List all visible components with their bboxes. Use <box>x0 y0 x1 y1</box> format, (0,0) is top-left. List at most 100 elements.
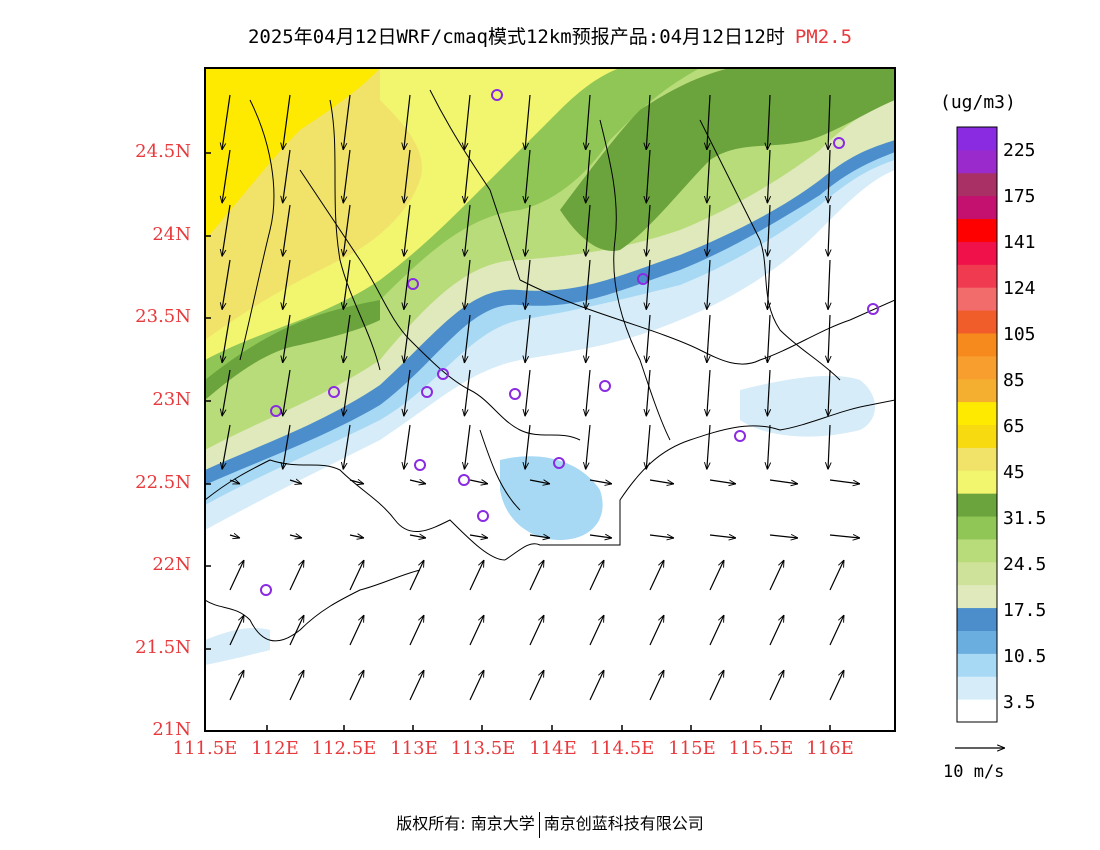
colorbar-swatch <box>957 424 997 448</box>
wind-arrow <box>222 259 231 310</box>
wind-arrow <box>769 670 785 701</box>
wind-arrow <box>343 259 351 310</box>
wind-arrow <box>707 204 711 257</box>
wind-arrow <box>829 670 845 701</box>
admin-boundaries <box>205 89 895 642</box>
footer-divider <box>538 811 540 838</box>
wind-arrow <box>343 369 351 416</box>
title-main: 2025年04月12日WRF/cmaq模式12km预报产品:04月12日12时 <box>247 26 785 48</box>
lon-tick-114-5: 114.5E <box>589 738 655 759</box>
wind-arrow <box>283 369 291 416</box>
wind-arrow <box>529 615 545 646</box>
wind-arrow <box>525 314 531 363</box>
lat-tick-22: 22N <box>152 554 191 575</box>
lat-tick-22-5: 22.5N <box>135 472 191 493</box>
wind-arrow <box>586 204 591 257</box>
lon-tick-114: 114E <box>529 738 577 759</box>
wind-arrow <box>409 535 426 538</box>
wind-arrow <box>464 314 471 363</box>
wind-arrow <box>404 369 411 416</box>
wind-arrow <box>404 204 411 257</box>
wind-arrow <box>767 424 770 470</box>
wind-arrow <box>529 535 550 538</box>
wind-arrow <box>409 480 426 484</box>
colorbar-label: 225 <box>1003 140 1036 161</box>
wind-arrow <box>769 535 798 538</box>
lon-tick-115-5: 115.5E <box>728 738 794 759</box>
colorbar-swatch <box>957 676 997 700</box>
colorbar-swatch <box>957 470 997 494</box>
wind-arrow <box>229 535 240 538</box>
map-frame <box>204 67 896 732</box>
wind-arrow <box>767 369 770 416</box>
wind-arrow <box>289 615 305 646</box>
wind-arrow <box>343 149 351 203</box>
wind-arrow <box>464 149 471 203</box>
wind-arrow <box>769 479 798 484</box>
wind-arrow <box>222 314 231 363</box>
wind-arrow <box>709 670 725 701</box>
wind-arrow <box>707 369 711 416</box>
colorbar-label: 65 <box>1003 416 1025 437</box>
wind-arrow <box>829 560 845 591</box>
colorbar-swatch <box>957 287 997 311</box>
colorbar-label: 124 <box>1003 278 1036 299</box>
wind-arrow <box>409 560 425 591</box>
colorbar-swatch <box>957 195 997 220</box>
wind-arrow <box>525 94 531 150</box>
wind-arrow <box>525 259 531 310</box>
wind-arrow <box>343 424 351 470</box>
wind-arrow <box>709 560 725 591</box>
wind-arrow <box>525 369 531 416</box>
wind-arrow <box>589 615 605 646</box>
wind-arrow <box>707 94 711 150</box>
colorbar-swatch <box>957 584 997 609</box>
wind-arrow <box>525 149 531 203</box>
wind-arrow <box>469 480 488 484</box>
lat-tick-21: 21N <box>152 719 191 740</box>
wind-arrow <box>229 615 245 646</box>
wind-arrow <box>646 369 651 416</box>
colorbar-swatch <box>957 127 997 151</box>
lat-tick-24-5: 24.5N <box>135 141 191 162</box>
colorbar-unit: (ug/m3) <box>940 92 1016 113</box>
wind-arrow <box>767 204 770 257</box>
wind-arrow <box>289 535 302 538</box>
title-species: PM2.5 <box>794 26 853 48</box>
wind-arrow <box>829 535 860 538</box>
colorbar-label: 17.5 <box>1003 600 1047 621</box>
wind-arrow <box>828 94 830 150</box>
wind-arrow <box>222 204 231 257</box>
band-dark-green <box>205 300 380 400</box>
wind-arrow <box>289 480 302 484</box>
band-green-north <box>560 68 895 251</box>
axis-ticks <box>204 152 831 732</box>
wind-arrow <box>707 259 711 310</box>
wind-arrow <box>283 149 291 203</box>
wind-arrow <box>529 670 545 701</box>
wind-arrow <box>707 149 711 203</box>
copyright-footer: 版权所有: 南京大学 南京创蓝科技有限公司 <box>0 810 1100 838</box>
colorbar-swatch <box>957 699 997 723</box>
wind-arrow <box>589 560 605 591</box>
wind-arrow <box>649 535 674 538</box>
wind-arrow <box>829 615 845 646</box>
patch-east-coast <box>740 375 875 437</box>
wind-arrow <box>646 204 651 257</box>
colorbar-frame <box>956 126 998 723</box>
wind-arrow <box>649 479 674 484</box>
wind-arrow <box>222 424 231 470</box>
colorbar <box>956 126 998 723</box>
wind-arrow <box>529 560 545 591</box>
colorbar-swatch <box>957 447 997 471</box>
wind-arrow <box>828 369 830 416</box>
wind-arrow <box>767 259 770 310</box>
lat-tick-23-5: 23.5N <box>135 306 191 327</box>
colorbar-label: 45 <box>1003 462 1025 483</box>
wind-arrow <box>646 94 651 150</box>
wind-arrow <box>283 204 291 257</box>
wind-arrow <box>222 369 231 416</box>
wind-arrow <box>649 670 665 701</box>
wind-arrow <box>589 480 612 484</box>
wind-arrow <box>829 479 860 484</box>
